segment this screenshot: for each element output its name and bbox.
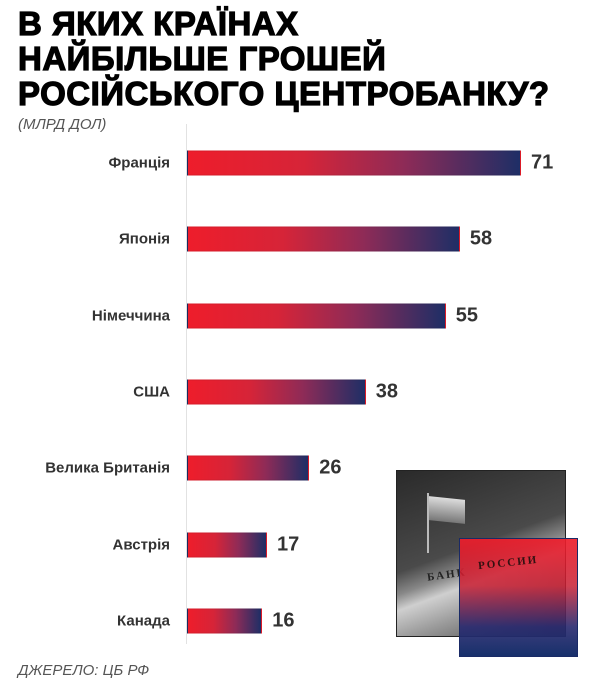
flag-icon (429, 496, 465, 524)
building-sign: РОССИИ (477, 553, 539, 573)
bar (187, 608, 263, 634)
category-label: Велика Британія (45, 459, 170, 477)
bar (187, 303, 446, 329)
bar (187, 226, 460, 252)
source-note: ДЖЕРЕЛО: ЦБ РФ (18, 662, 150, 679)
data-label: 71 (531, 151, 554, 174)
chart-title: В ЯКИХ КРАЇНАХ НАЙБІЛЬШЕ ГРОШЕЙ РОСІЙСЬК… (17, 5, 550, 112)
title-line: РОСІЙСЬКОГО ЦЕНТРОБАНКУ? (17, 75, 550, 112)
category-label: Австрія (112, 536, 170, 553)
data-label: 58 (469, 227, 493, 250)
category-label: Франція (108, 154, 170, 172)
data-label: 17 (276, 533, 300, 555)
bar (187, 455, 310, 481)
title-line: В ЯКИХ КРАЇНАХ (17, 5, 299, 42)
data-label: 26 (319, 456, 342, 479)
bar (187, 379, 366, 405)
category-label: США (133, 383, 170, 401)
bar (187, 150, 521, 176)
flagpole (427, 493, 429, 553)
data-label: 38 (375, 380, 398, 403)
bar (187, 532, 267, 557)
color-overlay-square: РОССИИ (459, 538, 578, 657)
category-label: Японія (119, 230, 170, 248)
y-axis-line (186, 124, 187, 644)
category-label: Німеччина (91, 307, 170, 325)
data-label: 16 (272, 609, 295, 632)
data-label: 55 (455, 304, 478, 327)
unit-label: (МЛРД ДОЛ) (18, 116, 107, 133)
title-line: НАЙБІЛЬШЕ ГРОШЕЙ (17, 40, 387, 77)
category-label: Канада (117, 612, 170, 630)
